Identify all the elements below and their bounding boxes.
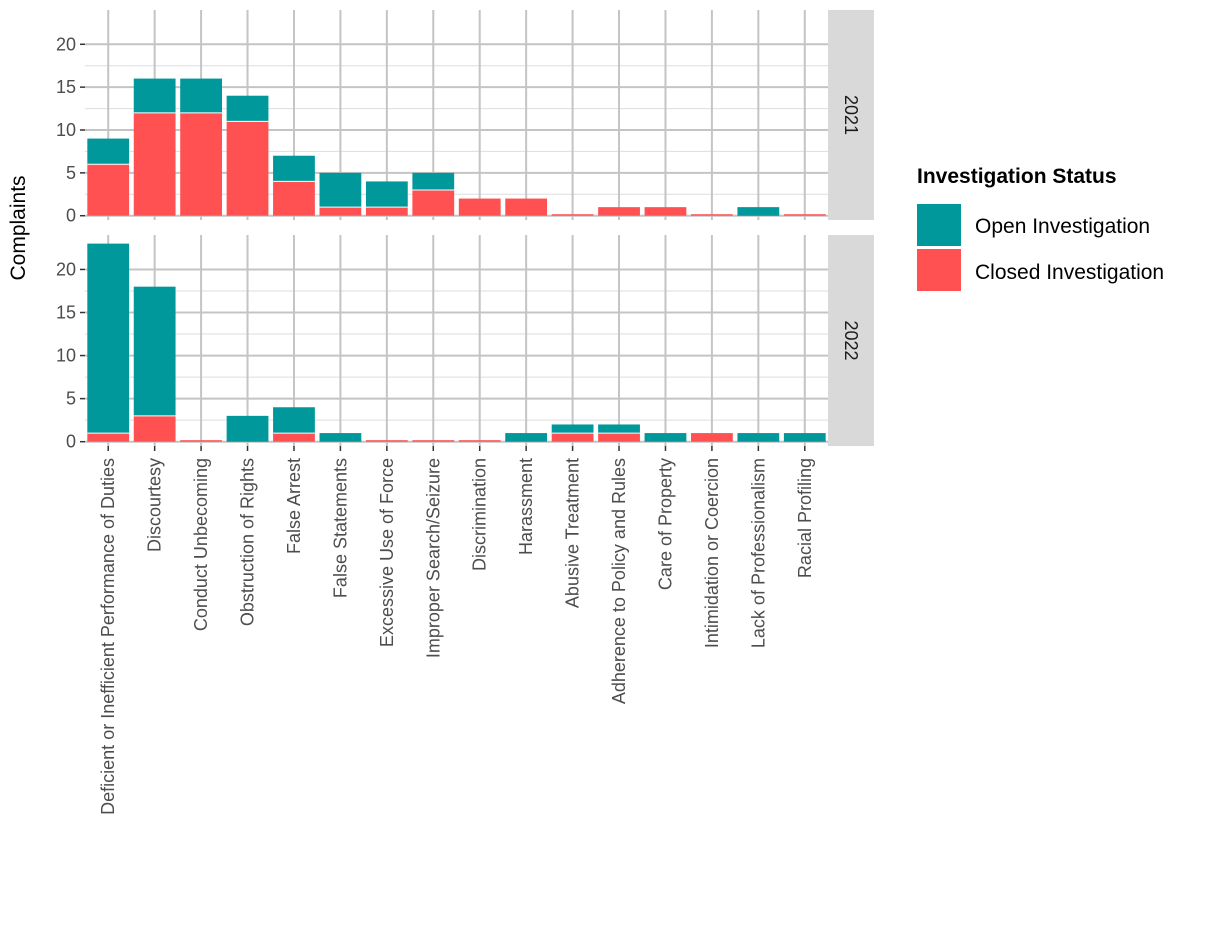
bar-open-2021-2 — [180, 78, 222, 113]
bar-closed-2021-0 — [87, 164, 130, 216]
legend-label-closed: Closed Investigation — [975, 261, 1164, 284]
bar-closed-2021-15 — [783, 214, 826, 216]
bar-closed-2021-1 — [133, 112, 176, 216]
facet-panel-2022: 0 5 10 15 20 2022 — [56, 235, 874, 452]
y-tick-label: 5 — [66, 389, 76, 409]
bar-closed-2021-9 — [505, 198, 548, 216]
bar-open-2022-0 — [87, 243, 130, 434]
legend-title: Investigation Status — [917, 165, 1117, 188]
bar-closed-2022-10 — [551, 433, 594, 442]
facet-strip-label: 2022 — [841, 320, 861, 360]
bar-open-2021-4 — [273, 155, 315, 182]
y-axis-title: Complaints — [7, 175, 30, 280]
facet-panel-2021: 0 5 10 15 20 2021 — [56, 10, 874, 226]
facet-strip-2022 — [828, 235, 874, 446]
x-tick-label: Excessive Use of Force — [377, 458, 397, 647]
y-tick-label: 10 — [56, 120, 76, 140]
bar-closed-2022-4 — [273, 433, 315, 442]
bar-open-2022-5 — [319, 433, 362, 442]
panel-background — [85, 235, 828, 446]
x-axis: Deficient or Inefficient Performance of … — [98, 446, 815, 815]
x-tick-label: Discrimination — [470, 458, 490, 571]
bar-closed-2022-0 — [87, 433, 130, 442]
bar-closed-2021-2 — [180, 112, 222, 216]
legend: Investigation Status Open Investigation … — [917, 165, 1164, 291]
bar-open-2022-9 — [505, 433, 548, 442]
bar-open-2021-5 — [319, 172, 362, 208]
facet-strip-2021 — [828, 10, 874, 220]
bar-closed-2021-3 — [226, 121, 269, 216]
facet-strip-label: 2021 — [841, 95, 861, 135]
bar-closed-2021-10 — [551, 214, 594, 216]
bar-closed-2021-11 — [598, 207, 640, 216]
bar-open-2022-4 — [273, 407, 315, 434]
bar-open-2022-10 — [551, 424, 594, 434]
x-tick-label: Abusive Treatment — [563, 458, 583, 608]
legend-swatch-open — [917, 204, 961, 246]
bar-open-2021-0 — [87, 138, 130, 165]
legend-label-open: Open Investigation — [975, 215, 1150, 238]
bar-closed-2022-13 — [691, 433, 733, 442]
legend-swatch-closed — [917, 249, 961, 291]
x-tick-label: Discourtesy — [145, 458, 165, 552]
y-tick-label: 10 — [56, 346, 76, 366]
bar-closed-2021-4 — [273, 181, 315, 216]
bar-closed-2022-11 — [598, 433, 640, 442]
bar-open-2022-15 — [783, 433, 826, 442]
x-tick-label: Intimidation or Coercion — [702, 458, 722, 648]
y-tick-label: 20 — [56, 34, 76, 54]
bar-closed-2021-7 — [412, 190, 455, 216]
bar-open-2021-3 — [226, 95, 269, 122]
x-tick-label: Obstruction of Rights — [238, 458, 258, 626]
bar-closed-2021-6 — [365, 207, 408, 216]
bar-open-2022-14 — [737, 433, 780, 442]
x-tick-label: Improper Search/Seizure — [423, 458, 443, 658]
bar-open-2022-3 — [226, 415, 269, 442]
x-tick-label: False Arrest — [284, 458, 304, 554]
x-tick-label: False Statements — [330, 458, 350, 598]
bar-open-2021-1 — [133, 78, 176, 113]
x-tick-label: Conduct Unbecoming — [191, 458, 211, 631]
x-tick-label: Lack of Professionalism — [748, 458, 768, 648]
bar-open-2022-1 — [133, 286, 176, 416]
bar-closed-2022-7 — [412, 440, 455, 442]
y-tick-label: 5 — [66, 163, 76, 183]
y-tick-label: 15 — [56, 77, 76, 97]
bar-closed-2022-1 — [133, 415, 176, 442]
bar-open-2021-6 — [365, 181, 408, 208]
bar-open-2022-11 — [598, 424, 640, 434]
bar-closed-2021-5 — [319, 207, 362, 216]
bar-closed-2022-6 — [365, 440, 408, 442]
x-tick-label: Care of Property — [655, 458, 675, 590]
y-tick-label: 15 — [56, 303, 76, 323]
x-tick-label: Racial Profiling — [795, 458, 815, 578]
x-tick-label: Adherence to Policy and Rules — [609, 458, 629, 704]
y-tick-label: 0 — [66, 206, 76, 226]
bar-closed-2022-8 — [458, 440, 501, 442]
x-tick-label: Harassment — [516, 458, 536, 555]
bar-closed-2021-12 — [644, 207, 687, 216]
x-tick-label: Deficient or Inefficient Performance of … — [98, 458, 118, 815]
bar-closed-2021-13 — [691, 214, 733, 216]
bar-open-2021-14 — [737, 207, 780, 216]
bar-closed-2022-2 — [180, 440, 222, 442]
bar-open-2022-12 — [644, 433, 687, 442]
y-tick-label: 0 — [66, 432, 76, 452]
bar-open-2021-7 — [412, 172, 455, 190]
bar-closed-2021-8 — [458, 198, 501, 216]
y-tick-label: 20 — [56, 259, 76, 279]
chart-panels: 0 5 10 15 20 2021 0 5 10 15 20 2022 — [56, 10, 874, 452]
